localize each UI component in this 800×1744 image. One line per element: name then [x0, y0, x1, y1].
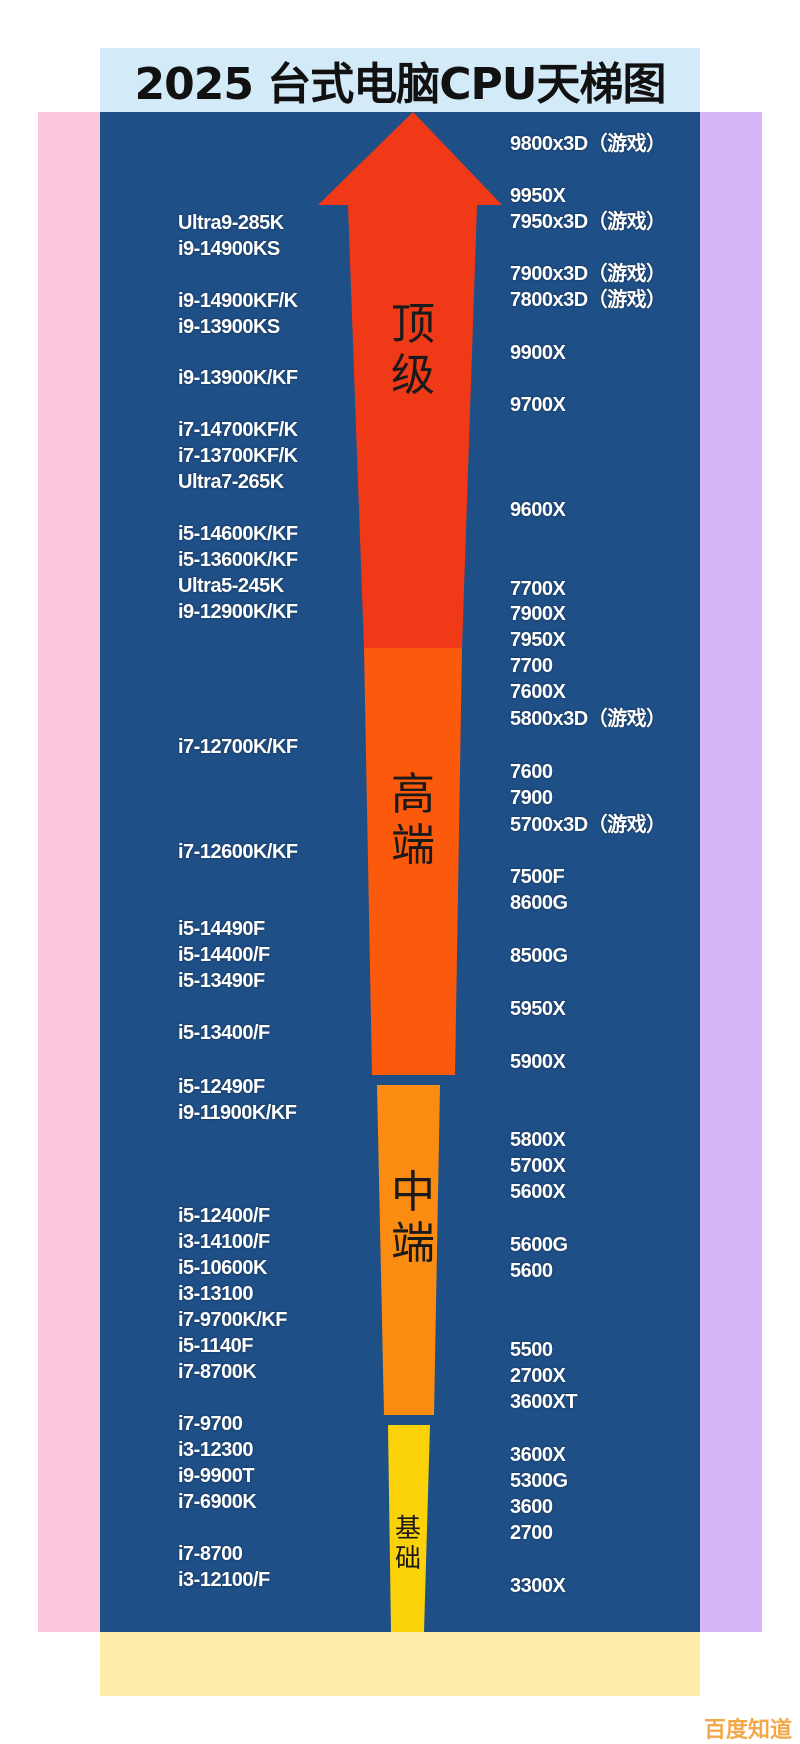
amd-cpu-item: 7600 — [510, 761, 553, 783]
intel-cpu-item: i5-12400/F — [178, 1205, 270, 1227]
tier-mid-segment — [377, 1085, 440, 1415]
amd-cpu-item: 5950X — [510, 998, 566, 1020]
amd-cpu-item: 7700X — [510, 578, 566, 600]
amd-cpu-item: 3600 — [510, 1496, 553, 1518]
intel-cpu-item: i3-13100 — [178, 1283, 253, 1305]
intel-cpu-item: Ultra5-245K — [178, 575, 284, 597]
tier-label-high: 高端 — [391, 769, 435, 871]
amd-cpu-item: 3300X — [510, 1575, 566, 1597]
amd-cpu-item: 8500G — [510, 945, 568, 967]
intel-cpu-item: i5-10600K — [178, 1257, 267, 1279]
intel-cpu-item: i7-14700KF/K — [178, 419, 298, 441]
tier-label-mid: 中端 — [391, 1167, 435, 1269]
amd-cpu-item: 7600X — [510, 681, 566, 703]
amd-cpu-item: 7950x3D（游戏） — [510, 211, 666, 233]
intel-cpu-item: i9-12900K/KF — [178, 601, 298, 623]
amd-cpu-item: 3600XT — [510, 1391, 578, 1413]
intel-cpu-item: i5-13490F — [178, 970, 265, 992]
intel-cpu-item: i5-13600K/KF — [178, 549, 298, 571]
intel-cpu-item: i3-14100/F — [178, 1231, 270, 1253]
right-border-strip — [700, 112, 762, 1632]
title-bar: 2025 台式电脑CPU天梯图 — [100, 48, 700, 112]
amd-cpu-item: 5700X — [510, 1155, 566, 1177]
amd-cpu-item: 2700 — [510, 1522, 553, 1544]
tier-top-segment — [318, 112, 502, 648]
amd-cpu-item: 5600G — [510, 1234, 568, 1256]
intel-cpu-item: i5-14400/F — [178, 944, 270, 966]
intel-cpu-item: Ultra7-265K — [178, 471, 284, 493]
intel-cpu-item: i7-6900K — [178, 1491, 257, 1513]
intel-cpu-item: i9-13900KS — [178, 316, 280, 338]
intel-cpu-item: i9-11900K/KF — [178, 1102, 297, 1124]
intel-cpu-item: i7-8700K — [178, 1361, 257, 1383]
tier-label-base: 基础 — [394, 1514, 421, 1574]
amd-cpu-item: 5600X — [510, 1181, 566, 1203]
amd-cpu-item: 9950X — [510, 185, 566, 207]
amd-cpu-item: 5300G — [510, 1470, 568, 1492]
tier-high-segment — [364, 648, 462, 1075]
amd-cpu-item: 5500 — [510, 1339, 553, 1361]
watermark-logo: 百度知道 — [703, 1718, 792, 1743]
amd-cpu-item: 8600G — [510, 892, 568, 914]
amd-cpu-item: 9800x3D（游戏） — [510, 133, 666, 155]
amd-cpu-item: 7700 — [510, 655, 553, 677]
intel-cpu-item: i7-9700 — [178, 1413, 243, 1435]
intel-cpu-item: i9-9900T — [178, 1465, 255, 1487]
intel-cpu-item: i5-14490F — [178, 918, 265, 940]
tier-label-top: 顶级 — [391, 299, 435, 401]
amd-cpu-item: 5800x3D（游戏） — [510, 708, 666, 730]
amd-cpu-item: 9600X — [510, 499, 566, 521]
amd-cpu-item: 5700x3D（游戏） — [510, 814, 666, 836]
amd-cpu-item: 5600 — [510, 1260, 553, 1282]
amd-cpu-item: 7900X — [510, 603, 566, 625]
amd-cpu-item: 7950X — [510, 629, 566, 651]
amd-cpu-item: 7900x3D（游戏） — [510, 263, 666, 285]
tier-base-segment — [388, 1425, 430, 1632]
intel-cpu-item: i7-12700K/KF — [178, 736, 298, 758]
amd-cpu-item: 5900X — [510, 1051, 566, 1073]
intel-cpu-item: i5-13400/F — [178, 1022, 270, 1044]
amd-cpu-item: 3600X — [510, 1444, 566, 1466]
intel-cpu-item: i3-12100/F — [178, 1569, 270, 1591]
amd-cpu-item: 9700X — [510, 394, 566, 416]
intel-cpu-item: i7-13700KF/K — [178, 445, 298, 467]
amd-cpu-item: 9900X — [510, 342, 566, 364]
intel-cpu-item: i7-12600K/KF — [178, 841, 298, 863]
intel-cpu-item: i9-13900K/KF — [178, 367, 298, 389]
amd-cpu-item: 7500F — [510, 866, 565, 888]
amd-cpu-item: 7800x3D（游戏） — [510, 289, 666, 311]
intel-cpu-item: i5-12490F — [178, 1076, 265, 1098]
intel-cpu-item: i7-8700 — [178, 1543, 243, 1565]
intel-cpu-item: i5-1140F — [178, 1335, 253, 1357]
amd-cpu-item: 2700X — [510, 1365, 566, 1387]
intel-cpu-item: i9-14900KS — [178, 238, 280, 260]
intel-cpu-item: Ultra9-285K — [178, 212, 284, 234]
intel-cpu-item: i9-14900KF/K — [178, 290, 298, 312]
amd-cpu-item: 7900 — [510, 787, 553, 809]
intel-cpu-item: i3-12300 — [178, 1439, 253, 1461]
intel-cpu-item: i7-9700K/KF — [178, 1309, 288, 1331]
left-border-strip — [38, 112, 100, 1632]
amd-cpu-item: 5800X — [510, 1129, 566, 1151]
page-title: 2025 台式电脑CPU天梯图 — [134, 59, 666, 110]
intel-cpu-item: i5-14600K/KF — [178, 523, 298, 545]
bottom-strip — [100, 1632, 700, 1696]
